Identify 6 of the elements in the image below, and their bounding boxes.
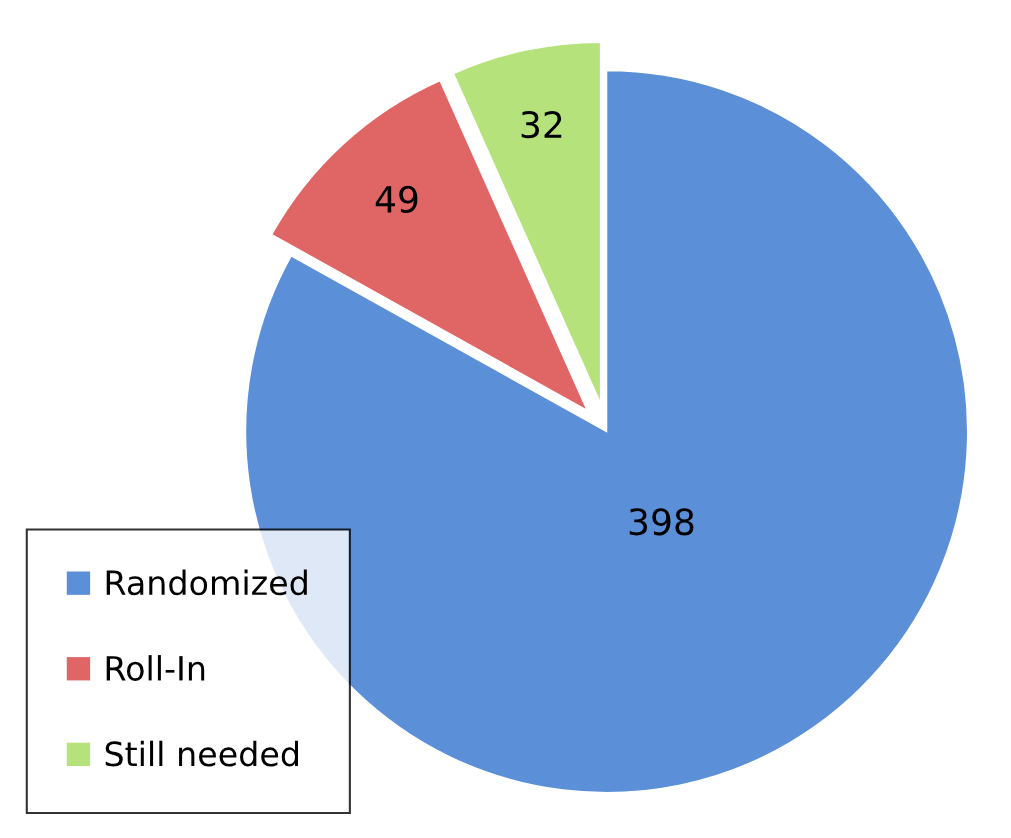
legend-label: Randomized	[106, 569, 307, 596]
legend-label: Roll-In	[106, 655, 205, 681]
data-label: 32	[521, 111, 562, 139]
legend-label: Still needed	[105, 740, 298, 767]
data-label: 398	[629, 508, 694, 536]
data-label: 49	[375, 185, 418, 213]
